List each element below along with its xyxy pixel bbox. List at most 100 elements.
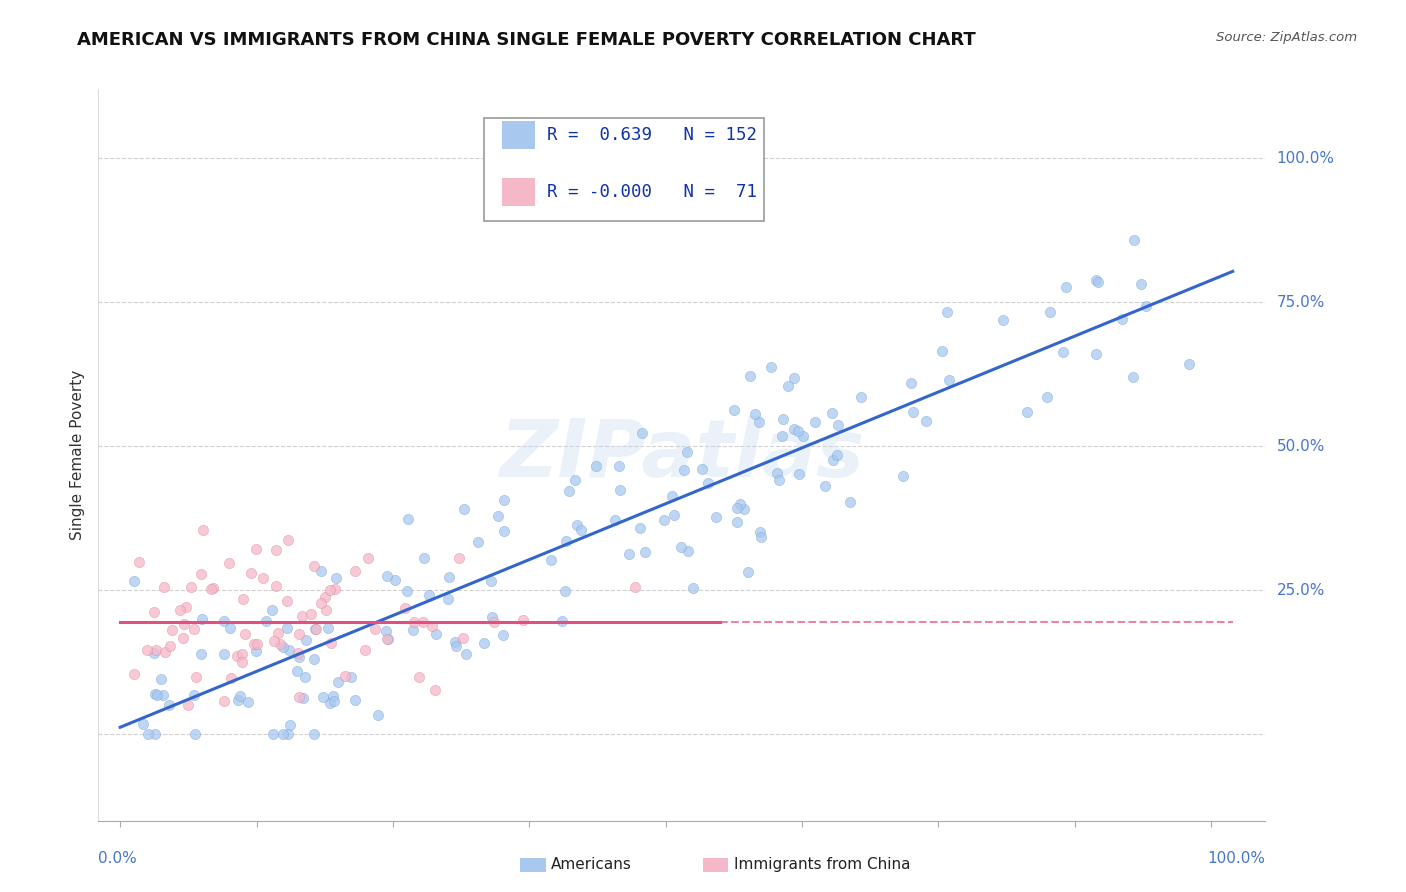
Point [748,524,770,539]
Point [558,483,581,498]
Point [782,422,804,436]
Point [444,639,467,653]
Point [302,727,325,741]
Point [276,594,298,608]
Point [900,376,922,390]
Point [412,615,434,630]
Point [212,647,235,661]
Point [787,424,810,438]
Point [305,623,328,637]
Point [486,508,509,523]
Point [315,602,337,616]
Point [153,645,176,659]
Point [291,609,314,624]
Point [676,444,699,458]
Text: 100.0%: 100.0% [1277,151,1334,166]
Point [565,518,588,533]
Point [849,390,872,404]
Point [1087,275,1109,289]
Point [340,670,363,684]
Point [447,551,470,566]
Text: 75.0%: 75.0% [1277,294,1324,310]
Point [172,632,194,646]
Text: ZIPatlas: ZIPatlas [499,416,865,494]
Point [492,524,515,539]
Point [319,583,342,598]
Point [628,521,651,535]
Point [993,313,1015,327]
Text: AMERICAN VS IMMIGRANTS FROM CHINA SINGLE FEMALE POVERTY CORRELATION CHART: AMERICAN VS IMMIGRANTS FROM CHINA SINGLE… [77,31,976,49]
Point [492,627,515,641]
Point [420,618,443,632]
Point [314,590,336,604]
Point [823,452,845,467]
Point [252,571,274,585]
Point [396,512,419,526]
Point [276,621,298,635]
Point [676,544,699,558]
FancyBboxPatch shape [502,178,534,206]
Point [704,509,727,524]
Point [304,622,326,636]
Point [183,688,205,702]
Point [122,574,145,589]
Point [402,623,425,637]
Point [236,695,259,709]
Point [190,647,212,661]
Point [827,417,849,432]
Point [152,689,174,703]
Point [697,475,720,490]
Point [377,632,399,646]
Point [343,565,366,579]
Point [749,530,772,544]
Point [494,493,516,508]
Point [540,553,562,567]
Point [254,614,277,628]
Point [145,642,167,657]
Point [384,573,406,587]
Point [311,565,333,579]
Point [229,690,252,704]
Point [1111,311,1133,326]
Point [725,516,748,530]
Point [652,513,675,527]
Point [292,690,315,705]
Point [768,473,790,487]
Point [748,415,770,429]
Point [631,425,654,440]
Point [176,600,198,615]
Point [825,448,848,462]
Point [143,687,166,701]
Point [1036,390,1059,404]
Point [142,646,165,660]
Point [935,305,957,319]
Point [128,555,150,569]
Point [239,566,262,581]
Point [585,459,607,474]
Point [184,727,207,741]
Point [200,582,222,597]
Point [150,673,173,687]
Point [803,415,825,429]
Point [551,615,574,629]
Point [280,718,302,732]
Text: R = -0.000   N =  71: R = -0.000 N = 71 [547,184,756,202]
Point [1084,347,1107,361]
Point [343,693,366,707]
Point [617,547,640,561]
Point [394,601,416,615]
Point [231,647,253,661]
Point [322,694,344,708]
Point [444,635,467,649]
Point [569,523,592,537]
Point [202,581,225,595]
Point [186,670,208,684]
Point [425,627,447,641]
Point [288,690,311,704]
Point [160,623,183,637]
Point [183,622,205,636]
Point [554,583,576,598]
Point [262,603,284,617]
Y-axis label: Single Female Poverty: Single Female Poverty [69,370,84,540]
Point [262,727,284,741]
